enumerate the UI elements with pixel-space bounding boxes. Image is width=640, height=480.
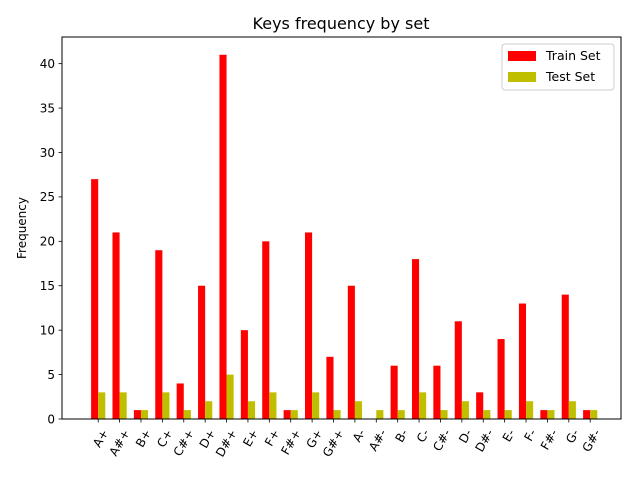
bar-train-D+ xyxy=(198,285,206,419)
y-tick-label: 35 xyxy=(40,101,55,115)
bar-train-B+ xyxy=(133,410,141,419)
y-axis-ticks: 0 5 10 15 20 25 30 35 40 xyxy=(40,57,62,426)
x-tick-label: C#- xyxy=(430,427,454,454)
x-tick-label: C- xyxy=(414,427,432,445)
bar-test-C- xyxy=(419,392,427,419)
bar-train-C#+ xyxy=(176,383,184,419)
x-tick-label: A- xyxy=(350,427,368,445)
x-tick-label: A#- xyxy=(366,427,389,454)
plot-frame xyxy=(61,36,622,420)
y-tick-label: 40 xyxy=(40,57,55,71)
legend-label-test: Test Set xyxy=(545,69,595,84)
bar-test-C#+ xyxy=(183,410,191,419)
y-axis-label: Frequency xyxy=(15,197,29,259)
bar-test-F- xyxy=(526,401,534,419)
bar-test-E- xyxy=(504,410,512,419)
y-tick-label: 0 xyxy=(47,412,55,426)
x-tick-label: F+ xyxy=(262,427,283,449)
bar-train-A- xyxy=(347,285,355,419)
bar-test-D#+ xyxy=(226,374,234,419)
bar-train-G- xyxy=(561,294,569,419)
x-tick-label: G#- xyxy=(579,427,603,455)
y-tick-label: 25 xyxy=(40,190,55,204)
bar-train-A+ xyxy=(91,179,99,419)
bar-test-D- xyxy=(461,401,469,419)
y-tick-label: 30 xyxy=(40,146,55,160)
bar-test-E+ xyxy=(247,401,256,419)
x-tick-label: F#- xyxy=(538,427,561,452)
bar-train-G#- xyxy=(583,410,591,419)
legend: Train Set Test Set xyxy=(501,43,615,91)
y-tick-label: 20 xyxy=(40,235,55,249)
x-tick-label: G- xyxy=(563,427,582,446)
bar-train-C+ xyxy=(155,250,163,419)
bar-test-G+ xyxy=(312,392,320,419)
bar-test-D#- xyxy=(483,410,491,419)
bar-train-F#- xyxy=(540,410,548,419)
x-tick-label: B+ xyxy=(133,427,154,450)
bar-test-G- xyxy=(568,401,576,419)
bar-train-D#+ xyxy=(219,54,227,420)
bar-train-F+ xyxy=(262,241,270,419)
bar-test-G#- xyxy=(590,410,598,419)
x-tick-label: D#- xyxy=(473,427,497,454)
x-tick-label: E+ xyxy=(240,427,261,449)
x-tick-label: F- xyxy=(522,427,540,444)
x-tick-label: C+ xyxy=(154,427,175,450)
bar-test-C+ xyxy=(162,392,170,419)
bar-test-A- xyxy=(354,401,362,419)
bar-train-G#+ xyxy=(326,356,334,419)
x-tick-label: D- xyxy=(456,427,475,446)
bar-train-F- xyxy=(518,303,527,419)
bar-test-B+ xyxy=(140,410,149,419)
y-tick-label: 15 xyxy=(40,279,55,293)
bar-train-C- xyxy=(411,259,420,419)
bar-test-A+ xyxy=(98,392,106,419)
y-tick-label: 5 xyxy=(47,368,55,382)
bar-train-D- xyxy=(454,321,462,419)
bar-test-C#- xyxy=(440,410,448,419)
x-axis-ticks: A+A#+ B+ C+C#+ D+D#+ E+ F+F#+ G+G#+ A-A#- B- C-C#… xyxy=(90,419,603,459)
x-tick-label: B- xyxy=(392,427,410,445)
x-tick-label: F#+ xyxy=(278,427,304,457)
bar-test-F#+ xyxy=(290,410,298,419)
bar-train-F#+ xyxy=(283,410,291,419)
bars-group xyxy=(91,54,598,420)
bar-train-A#+ xyxy=(112,232,120,419)
y-tick-label: 10 xyxy=(40,323,55,337)
bar-test-G#+ xyxy=(333,410,341,419)
legend-swatch-train xyxy=(508,51,536,61)
x-tick-label: D#+ xyxy=(213,427,240,459)
bar-train-G+ xyxy=(305,232,313,419)
chart-title: Keys frequency by set xyxy=(253,14,430,33)
bar-test-A#- xyxy=(376,410,384,419)
legend-swatch-test xyxy=(508,72,536,82)
bar-test-B- xyxy=(397,410,405,419)
x-tick-label: A#+ xyxy=(107,427,133,459)
bar-test-F+ xyxy=(269,392,277,419)
bar-train-D#- xyxy=(476,392,484,419)
x-tick-label: G#+ xyxy=(320,427,347,459)
bar-train-E+ xyxy=(240,330,248,419)
bar-train-E- xyxy=(497,339,505,419)
x-tick-label: E- xyxy=(500,427,518,444)
bar-test-F#- xyxy=(547,410,555,419)
bar-test-D+ xyxy=(205,401,213,419)
bar-train-C#- xyxy=(433,365,441,419)
legend-label-train: Train Set xyxy=(545,48,601,63)
x-tick-label: A+ xyxy=(90,427,111,450)
bar-test-A#+ xyxy=(119,392,127,419)
x-tick-label: C#+ xyxy=(171,427,197,459)
bar-train-B- xyxy=(390,365,398,419)
